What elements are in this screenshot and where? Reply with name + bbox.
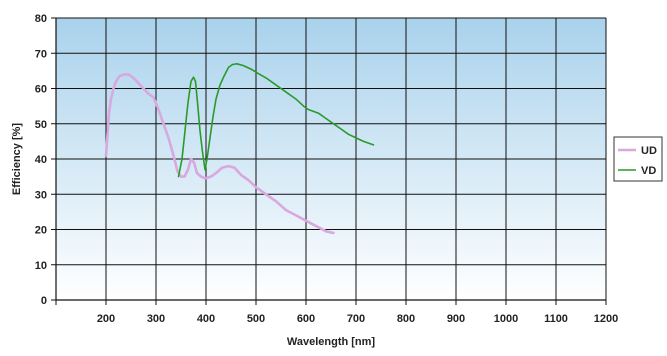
y-tick-label: 30 [35,189,47,201]
legend: UD VD [613,136,663,182]
y-axis-title: Efficiency [%] [11,123,23,195]
data-series [104,63,375,235]
y-tick-label: 60 [35,84,47,96]
y-tick-label: 20 [35,225,47,237]
x-tick-label: 1100 [544,313,568,325]
y-tick-label: 80 [35,13,47,25]
x-tick-label: 600 [297,313,315,325]
x-tick-label: 400 [197,313,215,325]
y-tick-label: 50 [35,119,47,131]
series-line-vd [177,63,375,178]
x-tick-label: 700 [347,313,365,325]
y-tick-label: 10 [35,260,47,272]
x-tick-label: 800 [397,313,415,325]
x-tick-label: 1000 [494,313,518,325]
axes: 0 10 20 30 40 50 60 70 80 200 300 400 500 600 700 800 90… [35,13,618,325]
y-tick-label: 70 [35,48,47,60]
x-axis-title: Wavelength [nm] [287,336,376,348]
x-tick-label: 900 [447,313,465,325]
x-tick-label: 200 [97,313,115,325]
legend-label-vd: VD [641,165,656,177]
y-tick-label: 40 [35,154,47,166]
x-tick-label: 500 [247,313,265,325]
legend-label-ud: UD [641,145,657,157]
x-tick-label: 1200 [594,313,618,325]
x-tick-label: 300 [147,313,165,325]
series-line-ud [104,73,335,235]
legend-box [613,136,663,182]
y-tick-label: 0 [41,295,47,307]
